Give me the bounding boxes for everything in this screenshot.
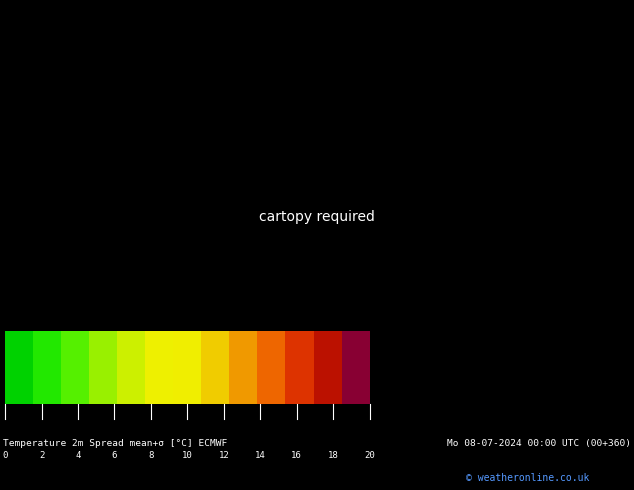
Text: 16: 16	[292, 451, 302, 460]
Bar	[285, 331, 314, 404]
Text: 2: 2	[39, 451, 44, 460]
Bar	[314, 331, 342, 404]
Bar	[117, 331, 145, 404]
Bar	[61, 331, 89, 404]
Bar	[33, 331, 61, 404]
Text: 12: 12	[219, 451, 229, 460]
Bar	[145, 331, 173, 404]
Text: 10: 10	[182, 451, 193, 460]
Bar	[173, 331, 202, 404]
Bar	[89, 331, 117, 404]
Text: 18: 18	[328, 451, 339, 460]
Text: 8: 8	[148, 451, 153, 460]
Text: © weatheronline.co.uk: © weatheronline.co.uk	[466, 472, 590, 483]
Bar	[342, 331, 370, 404]
Text: 20: 20	[365, 451, 375, 460]
Text: cartopy required: cartopy required	[259, 210, 375, 224]
Text: 0: 0	[3, 451, 8, 460]
Bar	[202, 331, 230, 404]
Text: 6: 6	[112, 451, 117, 460]
Text: Mo 08-07-2024 00:00 UTC (00+360): Mo 08-07-2024 00:00 UTC (00+360)	[447, 439, 631, 448]
Text: 4: 4	[75, 451, 81, 460]
Bar	[230, 331, 257, 404]
Bar	[5, 331, 33, 404]
Bar	[257, 331, 285, 404]
Text: Temperature 2m Spread mean+σ [°C] ECMWF: Temperature 2m Spread mean+σ [°C] ECMWF	[3, 439, 228, 448]
Text: 14: 14	[255, 451, 266, 460]
